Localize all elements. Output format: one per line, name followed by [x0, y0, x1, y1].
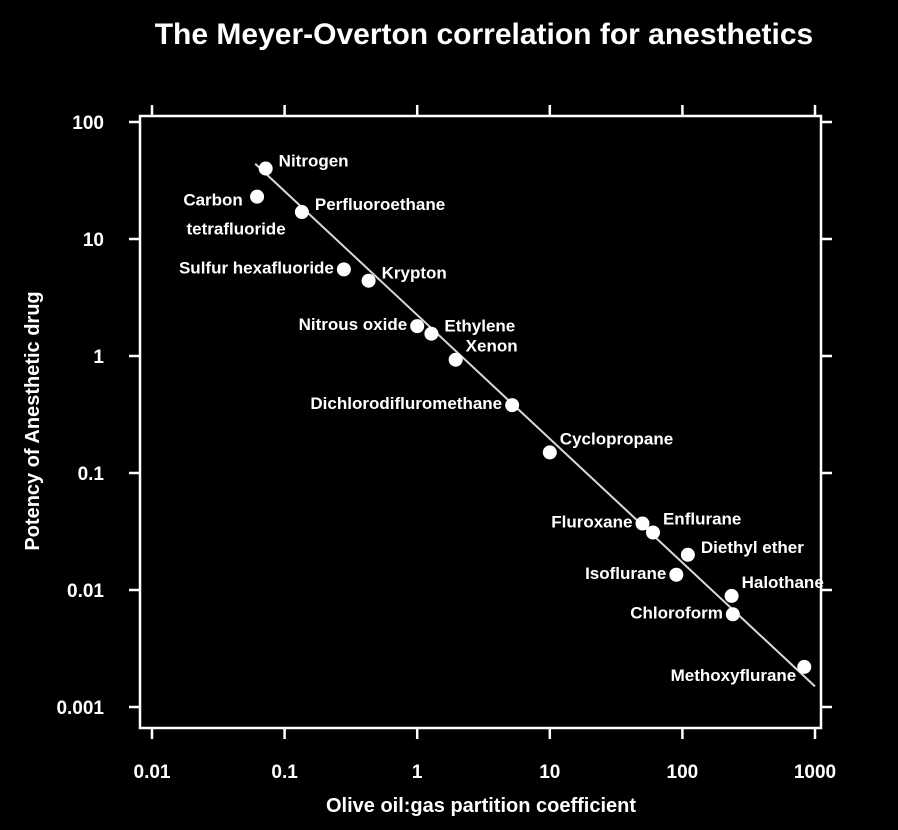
- point-label: Fluroxane: [551, 513, 632, 532]
- data-points: [250, 161, 812, 674]
- point-label: Diethyl ether: [701, 538, 804, 557]
- point-label-line: Carbon: [183, 191, 243, 210]
- plot-area-frame: [138, 114, 823, 730]
- chart-title: The Meyer-Overton correlation for anesth…: [155, 18, 814, 51]
- y-tick-label: 0.001: [56, 698, 104, 719]
- y-tick-label: 100: [72, 113, 104, 134]
- data-point: [505, 398, 520, 413]
- data-point: [448, 352, 463, 367]
- y-tick-label: 1: [93, 347, 104, 368]
- data-point: [250, 189, 265, 204]
- y-tick-label: 0.1: [78, 464, 105, 485]
- point-label: Enflurane: [663, 510, 741, 529]
- data-point: [424, 326, 439, 341]
- data-point: [725, 607, 740, 622]
- point-label: Sulfur hexafluoride: [179, 258, 334, 277]
- y-tick-label: 10: [83, 230, 104, 251]
- x-tick-label: 0.1: [271, 762, 298, 783]
- point-label: Dichlorodifluromethane: [310, 394, 502, 413]
- x-tick-label: 100: [667, 762, 699, 783]
- data-point: [258, 161, 273, 176]
- point-label: Cyclopropane: [560, 429, 673, 448]
- x-tick-label: 1000: [794, 762, 836, 783]
- data-point: [336, 262, 351, 277]
- x-axis-label: Olive oil:gas partition coefficient: [326, 795, 636, 817]
- point-label: Ethylene: [444, 317, 515, 336]
- x-tick-label: 0.01: [134, 762, 171, 783]
- data-point: [410, 319, 425, 334]
- point-label: Carbon tetrafluoride: [183, 191, 285, 239]
- point-label: Isoflurane: [585, 564, 666, 583]
- point-label: Nitrous oxide: [299, 315, 408, 334]
- point-label: Xenon: [466, 337, 518, 356]
- point-label: Halothane: [742, 573, 824, 592]
- point-labels: Nitrogen Carbon tetrafluoride Perfluoroetha…: [179, 152, 824, 685]
- y-tick-label: 0.01: [67, 581, 104, 602]
- data-point: [669, 567, 684, 582]
- data-point: [542, 445, 557, 460]
- point-label: Perfluoroethane: [315, 195, 445, 214]
- point-label-line: tetrafluoride: [186, 220, 285, 239]
- data-point: [361, 273, 376, 288]
- point-label: Nitrogen: [279, 152, 349, 171]
- point-label: Methoxyflurane: [671, 666, 797, 685]
- data-point: [797, 659, 812, 674]
- trend-line: [254, 162, 816, 688]
- data-point: [294, 205, 309, 220]
- point-label: Chloroform: [630, 603, 723, 622]
- data-point: [724, 588, 739, 603]
- y-axis-label: Potency of Anesthetic drug: [22, 291, 44, 550]
- x-tick-label: 1: [412, 762, 423, 783]
- data-point: [635, 516, 650, 531]
- data-point: [645, 525, 660, 540]
- point-label: Krypton: [382, 264, 447, 283]
- axis-ticks: 0.01 0.1 1 10 100 1000 0.001 0.01 0.1 1 10 100: [56, 105, 836, 783]
- x-tick-label: 10: [539, 762, 560, 783]
- data-point: [680, 547, 695, 562]
